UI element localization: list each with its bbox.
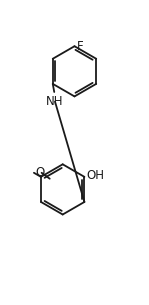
Text: F: F [77,40,84,53]
Text: NH: NH [46,95,64,108]
Text: OH: OH [86,169,104,182]
Text: O: O [35,166,44,179]
